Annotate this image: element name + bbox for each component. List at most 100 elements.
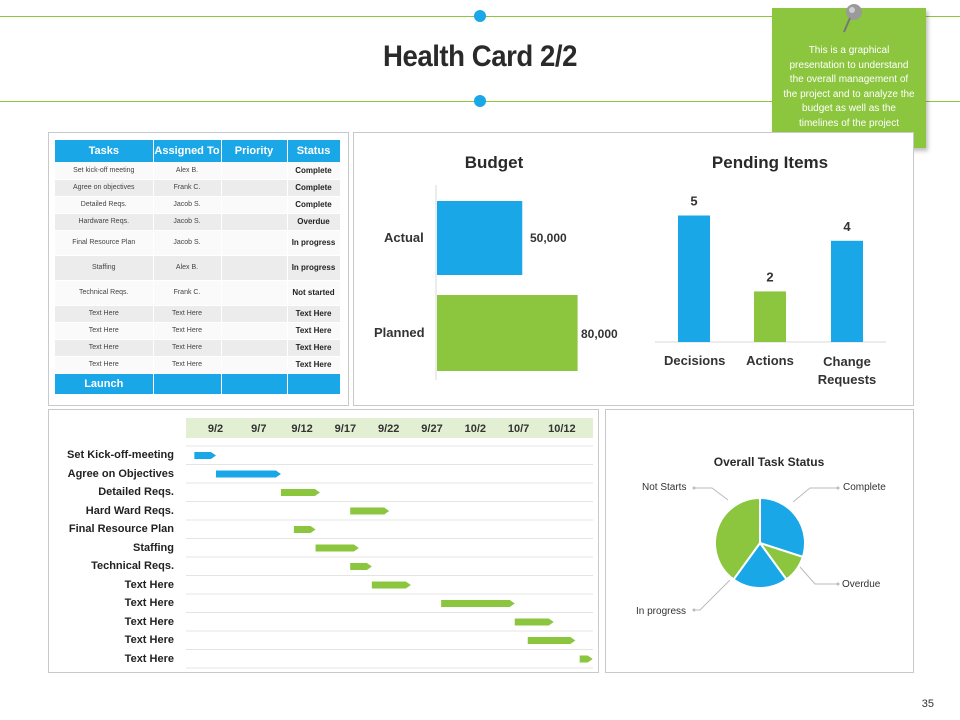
pending-bar xyxy=(678,215,710,342)
pie-leader-line xyxy=(799,566,838,585)
pending-bar xyxy=(831,240,863,342)
task-cell: Set kick-off meeting xyxy=(55,162,154,180)
note-text: This is a graphical presentation to unde… xyxy=(783,45,915,129)
table-row: Text Here Text Here Text Here xyxy=(55,305,341,323)
table-row: Technical Reqs. Frank C. Not started xyxy=(55,280,341,306)
gantt-bar xyxy=(371,581,411,589)
gantt-date: 10/12 xyxy=(548,423,576,435)
launch-empty xyxy=(221,373,288,395)
priority-cell xyxy=(221,213,288,231)
gantt-task-label: Hard Ward Reqs. xyxy=(85,504,174,517)
table-row: Text Here Text Here Text Here xyxy=(55,356,341,374)
gantt-task-label: Text Here xyxy=(124,597,174,609)
assigned-cell: Alex B. xyxy=(153,162,222,180)
assigned-cell: Text Here xyxy=(153,356,222,374)
status-cell: In progress xyxy=(287,255,341,281)
gantt-task-label: Text Here xyxy=(124,652,174,665)
assigned-cell: Jacob S. xyxy=(153,213,222,231)
table-row: Text Here Text Here Text Here xyxy=(55,322,341,340)
pie-leader-dot xyxy=(692,608,696,612)
gantt-bar xyxy=(514,618,554,626)
priority-cell xyxy=(221,356,288,374)
status-cell: Text Here xyxy=(287,322,341,340)
gantt-bar xyxy=(293,526,316,533)
budget-value-planned: 80,000 xyxy=(581,327,618,341)
budget-bar xyxy=(437,295,578,371)
task-cell: Technical Reqs. xyxy=(55,280,154,306)
gantt-task-label: Text Here xyxy=(124,615,174,628)
launch-empty xyxy=(287,373,341,395)
gantt-bar xyxy=(315,544,359,552)
gantt-bar xyxy=(280,489,320,496)
task-cell: Text Here xyxy=(55,356,154,374)
assigned-cell: Text Here xyxy=(153,339,222,357)
status-cell: Text Here xyxy=(287,305,341,323)
gantt-date: 10/7 xyxy=(507,423,530,435)
budget-title: Budget xyxy=(464,153,524,172)
budget-chart xyxy=(435,185,578,380)
priority-cell xyxy=(221,255,288,281)
task-cell: Final Resource Plan xyxy=(55,230,154,256)
pending-category-change-requests: Change Requests xyxy=(817,354,877,387)
budget-bar xyxy=(437,201,523,275)
sticky-note: This is a graphical presentation to unde… xyxy=(772,4,926,148)
task-cell: Staffing xyxy=(55,255,154,281)
pending-category-actions: Actions xyxy=(746,353,794,368)
task-cell: Detailed Reqs. xyxy=(55,196,154,214)
header-status: Status xyxy=(287,140,341,162)
pie-label-overdue: Overdue xyxy=(842,579,881,590)
assigned-cell: Frank C. xyxy=(153,179,222,197)
status-cell: Complete xyxy=(287,196,341,214)
gantt-task-label: Set Kick-off-meeting xyxy=(67,449,174,461)
task-table: Tasks Assigned To Priority Status Set ki… xyxy=(55,140,341,395)
status-cell: Text Here xyxy=(287,339,341,357)
assigned-cell: Text Here xyxy=(153,322,222,340)
priority-cell xyxy=(221,196,288,214)
pending-title: Pending Items xyxy=(711,153,829,172)
header-bottom-dot xyxy=(474,95,486,107)
budget-category-planned: Planned xyxy=(374,325,425,340)
gantt-task-label: Staffing xyxy=(133,541,174,554)
budget-value-actual: 50,000 xyxy=(530,231,567,245)
gantt-date: 9/12 xyxy=(291,423,313,435)
task-cell: Text Here xyxy=(55,339,154,357)
table-row: Hardware Reqs. Jacob S. Overdue xyxy=(55,213,341,231)
pie-leader-line xyxy=(792,487,838,503)
gantt-date: 9/2 xyxy=(207,423,224,435)
gantt-date: 9/27 xyxy=(421,423,443,435)
gantt-task-label: Text Here xyxy=(124,578,174,591)
task-cell: Agree on objectives xyxy=(55,179,154,197)
priority-cell xyxy=(221,162,288,180)
pie-leader-dot xyxy=(692,486,696,490)
gantt-bar xyxy=(527,637,576,644)
pie-label-in-progress: In progress xyxy=(636,606,687,617)
header-tasks: Tasks xyxy=(55,140,154,162)
pending-bar xyxy=(754,291,786,342)
pie-slice xyxy=(759,496,806,559)
gantt-task-label: Technical Reqs. xyxy=(91,560,174,572)
status-cell: Overdue xyxy=(287,213,341,231)
gantt-date-header xyxy=(186,418,593,438)
pie-label-not-starts: Not Starts xyxy=(642,482,687,493)
table-row: Set kick-off meeting Alex B. Complete xyxy=(55,162,341,180)
pie-label-complete: Complete xyxy=(843,482,886,493)
gantt-bar xyxy=(215,470,281,478)
page-number: 35 xyxy=(921,698,934,710)
gantt-panel xyxy=(48,409,599,673)
pending-category-decisions: Decisions xyxy=(664,353,726,368)
gantt-task-label: Detailed Reqs. xyxy=(98,486,174,498)
assigned-cell: Frank C. xyxy=(153,280,222,306)
header-priority: Priority xyxy=(221,140,288,162)
pending-value-label: 4 xyxy=(843,219,851,234)
pie-title: Overall Task Status xyxy=(713,455,825,469)
gantt-date: 9/22 xyxy=(377,423,400,435)
priority-cell xyxy=(221,305,288,323)
status-cell: Complete xyxy=(287,179,341,197)
pushpin-icon xyxy=(843,4,862,33)
launch-cell: Launch xyxy=(55,373,154,395)
gantt-bar xyxy=(194,452,216,459)
gantt-date: 10/2 xyxy=(464,423,486,435)
gantt-bar xyxy=(350,563,372,570)
task-cell: Text Here xyxy=(55,305,154,323)
